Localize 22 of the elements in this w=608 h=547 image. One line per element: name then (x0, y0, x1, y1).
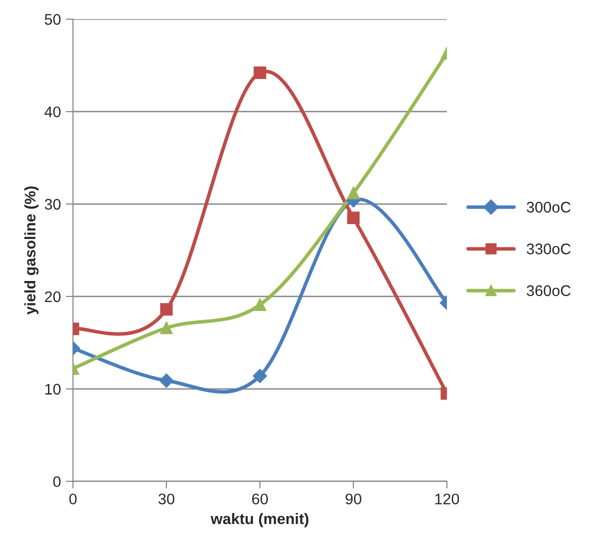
y-tick-label: 50 (44, 14, 61, 25)
x-axis-title: waktu (menit) (210, 512, 308, 528)
legend-label: 330oC (526, 244, 571, 254)
x-tick-label: 90 (346, 494, 362, 504)
y-axis-title: yield gasoline (%) (24, 186, 39, 315)
x-tick-label: 120 (435, 494, 460, 504)
x-tick-label: 60 (252, 494, 268, 504)
point (254, 298, 266, 312)
point (160, 303, 173, 316)
legend-label: 360oC (526, 285, 571, 296)
x-tick-label: 0 (69, 494, 77, 504)
legend-label: 300oC (526, 202, 571, 213)
y-tick-label: 10 (45, 384, 61, 395)
point (160, 322, 173, 334)
y-tick-label: 0 (53, 476, 61, 488)
point (159, 374, 174, 388)
x-tick-label: 30 (158, 494, 174, 504)
y-tick-label: 40 (44, 106, 61, 118)
y-tick-label: 20 (44, 291, 61, 302)
y-tick-label: 30 (44, 198, 61, 210)
point (254, 66, 266, 80)
point (252, 368, 267, 384)
